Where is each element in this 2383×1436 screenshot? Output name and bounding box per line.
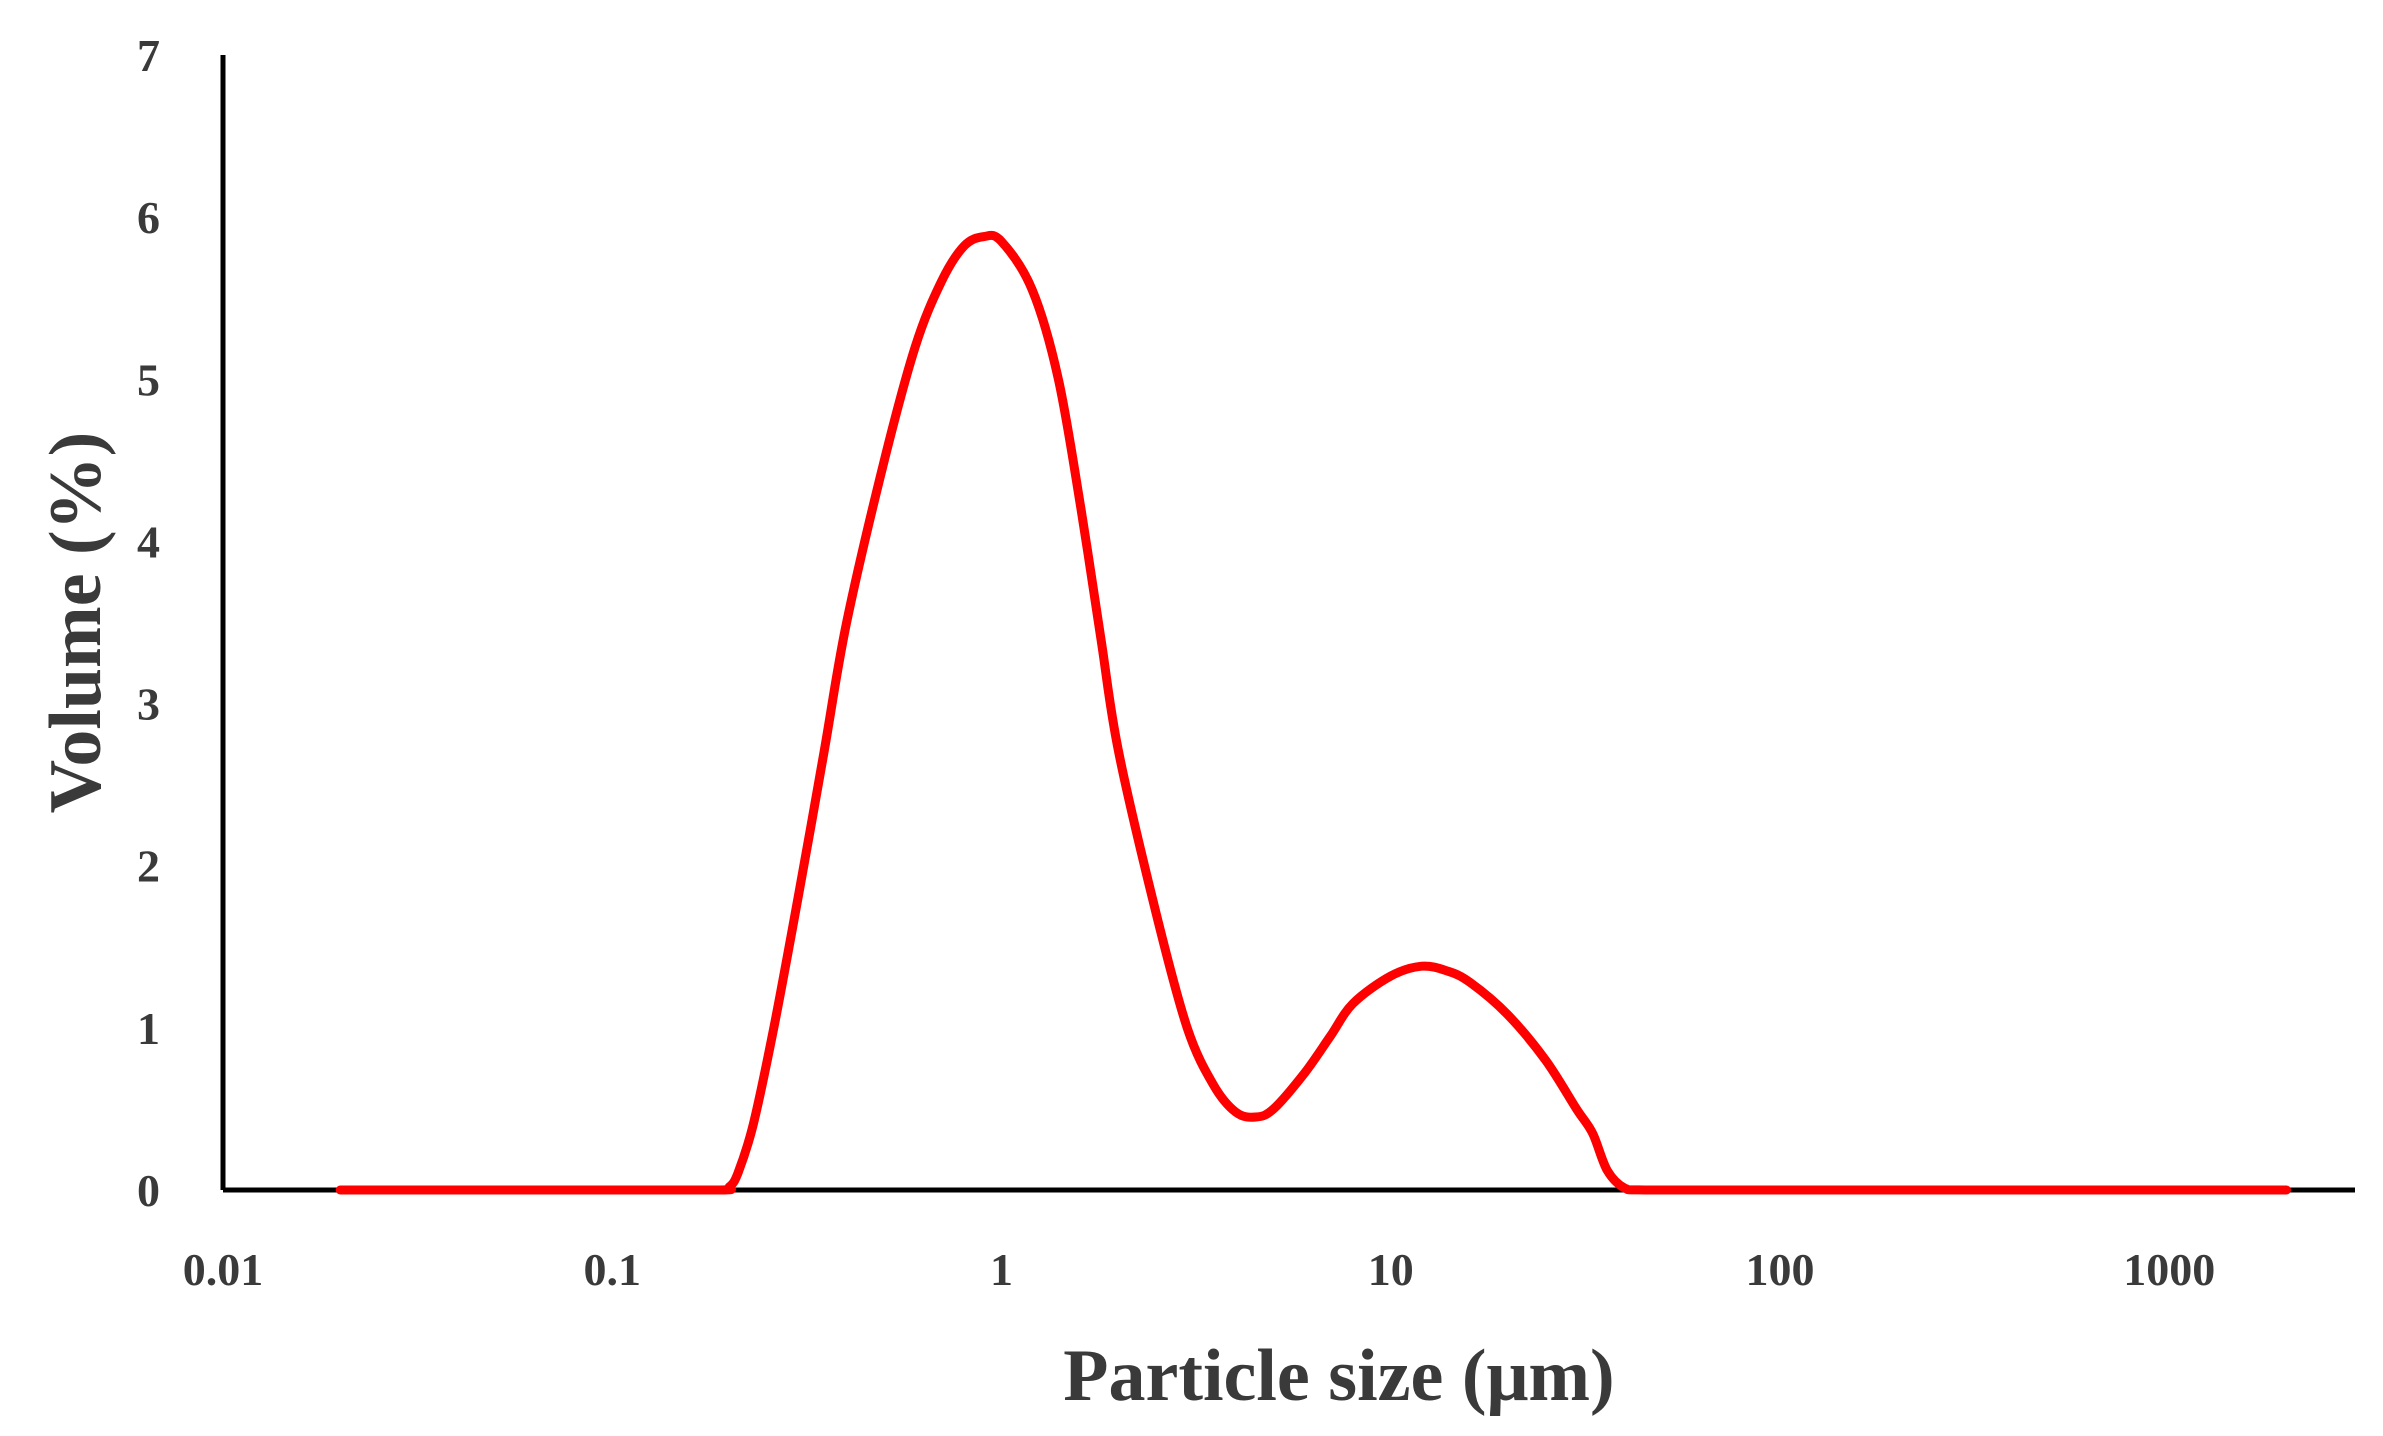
y-axis-ticks: 0 1 2 3 4 5 6 7 [137,30,160,1216]
y-axis-title: Volume (%) [35,432,117,814]
x-tick-label: 0.01 [183,1244,264,1295]
x-tick-label: 100 [1746,1244,1815,1295]
series-layer [335,230,2291,1195]
y-tick-label: 2 [137,841,160,892]
x-axis-ticks: 0.01 0.1 1 10 100 1000 [183,1244,2216,1295]
x-tick-label: 10 [1368,1244,1414,1295]
y-tick-label: 7 [137,30,160,81]
x-tick-label: 1000 [2123,1244,2215,1295]
y-tick-label: 0 [137,1165,160,1216]
x-tick-label: 0.1 [584,1244,642,1295]
y-tick-label: 6 [137,192,160,243]
y-tick-label: 5 [137,354,160,405]
y-tick-label: 1 [137,1003,160,1054]
x-tick-label: 1 [990,1244,1013,1295]
y-tick-label: 4 [137,516,160,567]
x-axis-title: Particle size (μm) [1063,1335,1614,1417]
series-line [335,230,2291,1195]
y-tick-label: 3 [137,679,160,730]
